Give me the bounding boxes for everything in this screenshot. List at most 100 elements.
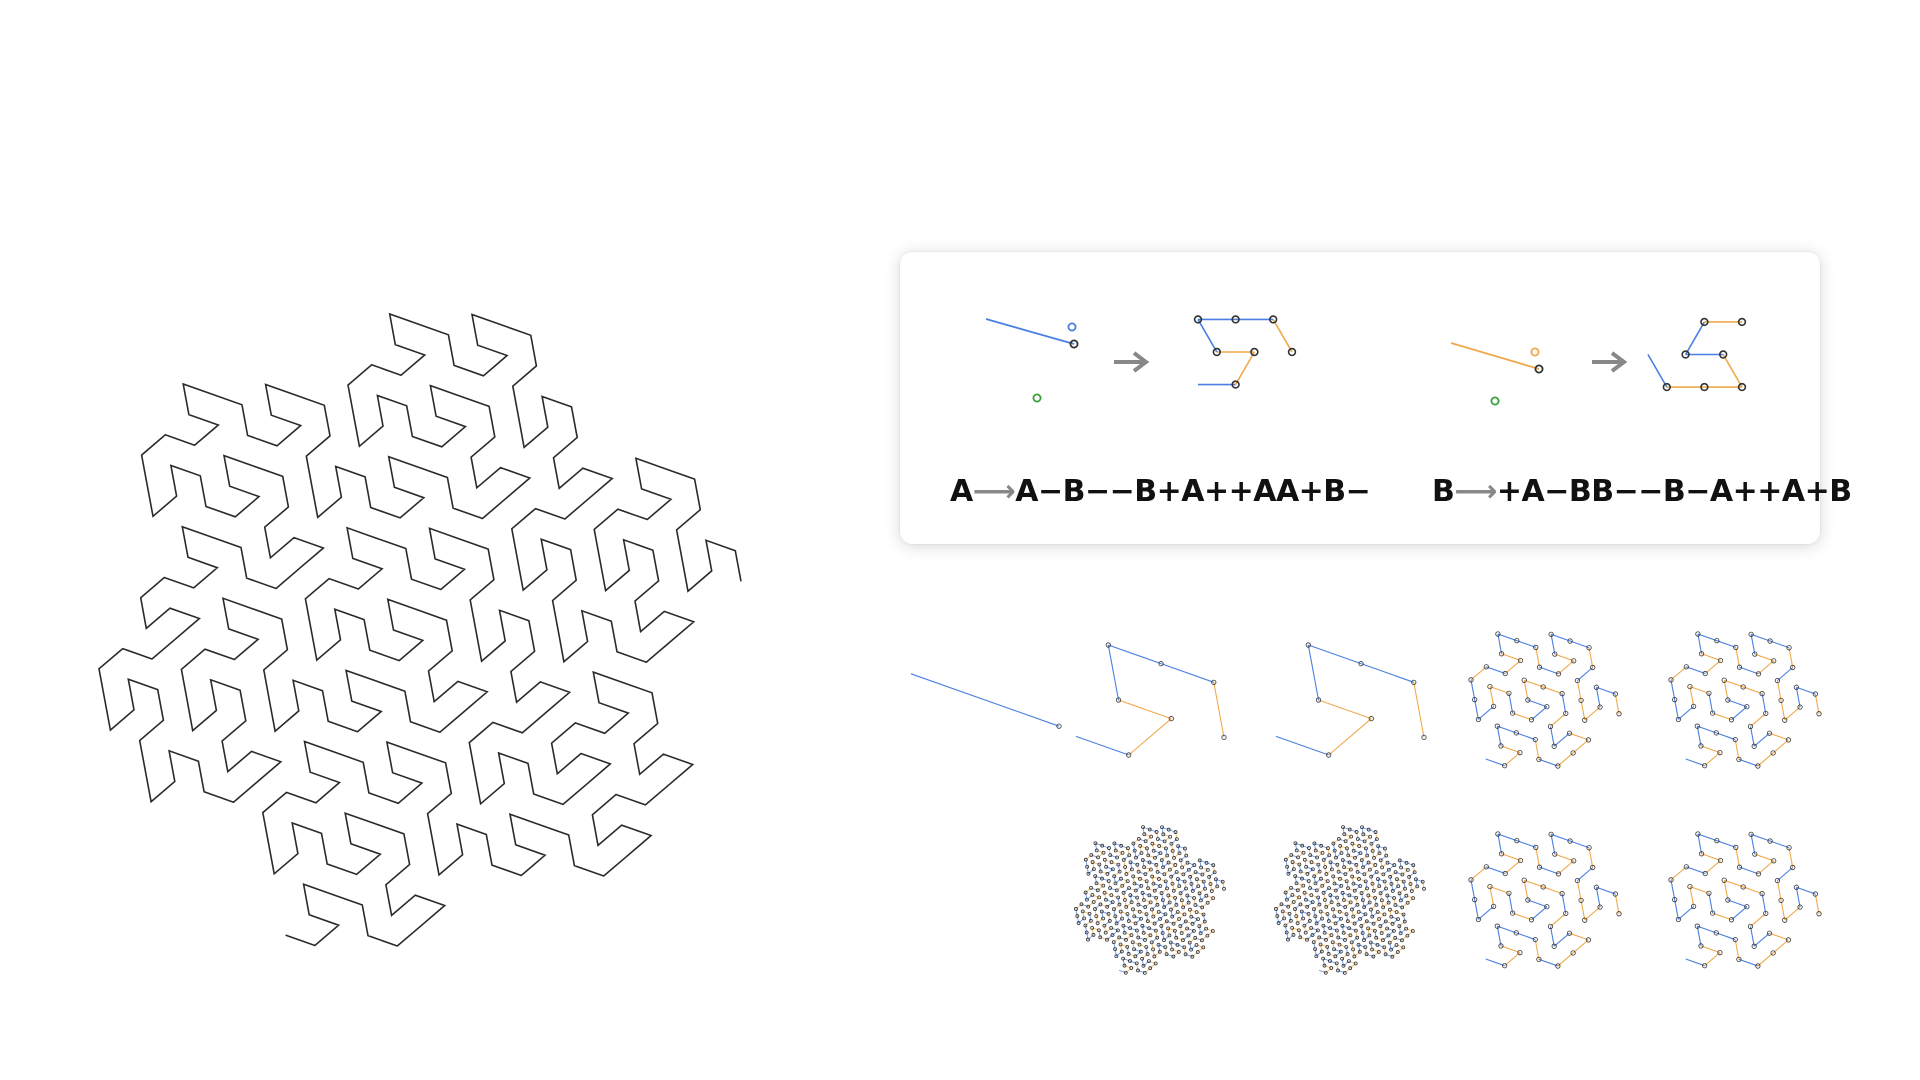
b-segment — [1085, 920, 1092, 926]
b-segment — [1411, 886, 1418, 892]
a-segment — [1116, 951, 1123, 957]
vertex-marker — [1136, 968, 1140, 973]
vertex-marker — [1126, 919, 1131, 923]
vertex-marker — [1120, 883, 1125, 888]
vertex-marker — [1359, 858, 1364, 863]
vertex-marker — [1200, 872, 1205, 877]
vertex-marker — [1076, 921, 1081, 925]
vertex-marker — [1498, 743, 1504, 749]
vertex-marker — [1755, 871, 1762, 877]
vertex-marker — [1167, 900, 1172, 905]
vertex-marker — [1178, 891, 1183, 896]
vertex-marker — [1287, 347, 1297, 357]
vertex-marker — [1108, 886, 1112, 890]
vertex-marker — [1355, 902, 1360, 907]
a-segment — [1697, 833, 1703, 854]
vertex-marker — [1155, 837, 1160, 841]
vertex-marker — [1717, 750, 1723, 756]
vertex-marker — [1468, 877, 1474, 883]
b-segment — [1572, 939, 1589, 954]
b-segment — [1211, 886, 1218, 892]
b-segment — [1788, 647, 1794, 668]
rule-b-after-figure — [1647, 317, 1747, 392]
a-segment — [1160, 663, 1214, 683]
vertex-marker — [1207, 875, 1212, 879]
vertex-marker — [1356, 942, 1361, 947]
vertex-marker — [1124, 905, 1129, 909]
b-segment — [1814, 693, 1820, 714]
vertex-marker — [1395, 950, 1400, 954]
a-segment — [1371, 838, 1378, 845]
vertex-marker — [1322, 930, 1327, 935]
a-segment — [1569, 840, 1590, 849]
vertex-marker — [1364, 952, 1369, 957]
vertex-marker — [1331, 907, 1335, 912]
vertex-marker — [1093, 874, 1098, 879]
vertex-marker — [1291, 933, 1296, 937]
vertex-marker — [1797, 904, 1803, 910]
a-segment — [1577, 867, 1594, 881]
vertex-marker — [1366, 893, 1371, 898]
vertex-marker — [1146, 886, 1150, 891]
a-segment — [1708, 893, 1714, 914]
vertex-marker — [1334, 961, 1339, 966]
vertex-marker — [1495, 831, 1501, 837]
b-segment — [1145, 836, 1152, 842]
a-segment — [1647, 354, 1668, 388]
vertex-marker — [1733, 844, 1739, 850]
vertex-marker — [1571, 858, 1577, 864]
vertex-marker — [1112, 841, 1117, 846]
a-segment — [1182, 935, 1189, 941]
a-segment — [1294, 904, 1301, 910]
vertex-marker — [1375, 910, 1380, 914]
vertex-marker — [1782, 917, 1788, 923]
vertex-marker — [1411, 863, 1416, 868]
vertex-marker — [1172, 928, 1177, 933]
vertex-marker — [1736, 864, 1743, 870]
a-segment — [1596, 886, 1616, 895]
vertex-marker — [1195, 877, 1199, 882]
a-segment — [1188, 864, 1195, 871]
b-segment — [1814, 893, 1820, 914]
vertex-marker — [1578, 697, 1584, 703]
b-segment — [1757, 952, 1774, 967]
vertex-marker — [1181, 938, 1185, 943]
vertex-marker — [1091, 933, 1096, 937]
vertex-marker — [1286, 904, 1291, 909]
b-segment — [1742, 886, 1763, 895]
vertex-marker — [1314, 888, 1319, 893]
a-segment — [1188, 930, 1195, 936]
a-segment — [1577, 667, 1594, 681]
vertex-marker — [1157, 877, 1161, 881]
a-segment — [1697, 925, 1717, 934]
vertex-marker — [1422, 886, 1426, 891]
vertex-marker — [1517, 657, 1524, 664]
vertex-marker — [1328, 959, 1332, 963]
vertex-marker — [1525, 897, 1531, 903]
vertex-marker — [1116, 895, 1121, 900]
vertex-marker — [1313, 914, 1318, 919]
vertex-marker — [1319, 876, 1323, 881]
a-segment — [1731, 706, 1748, 721]
vertex-marker — [1131, 841, 1136, 846]
vertex-marker — [1128, 959, 1132, 963]
vertex-marker — [1528, 717, 1535, 723]
vertex-marker — [1336, 902, 1341, 907]
vertex-marker — [1347, 893, 1352, 898]
vertex-marker — [1379, 898, 1384, 903]
b-segment — [1780, 700, 1786, 721]
vertex-marker — [1356, 909, 1361, 914]
vertex-marker — [1593, 684, 1599, 690]
vertex-marker — [1193, 903, 1198, 907]
vertex-marker — [1400, 905, 1405, 910]
vertex-marker — [1133, 921, 1138, 926]
vertex-marker — [1307, 846, 1311, 850]
a-segment — [1316, 918, 1323, 924]
b-segment — [1325, 967, 1332, 973]
b-segment — [1724, 879, 1744, 888]
b-segment — [1689, 686, 1710, 694]
vertex-marker — [1154, 862, 1159, 867]
a-segment — [1094, 904, 1101, 910]
vertex-marker — [1205, 933, 1210, 938]
vertex-marker — [1162, 938, 1166, 942]
